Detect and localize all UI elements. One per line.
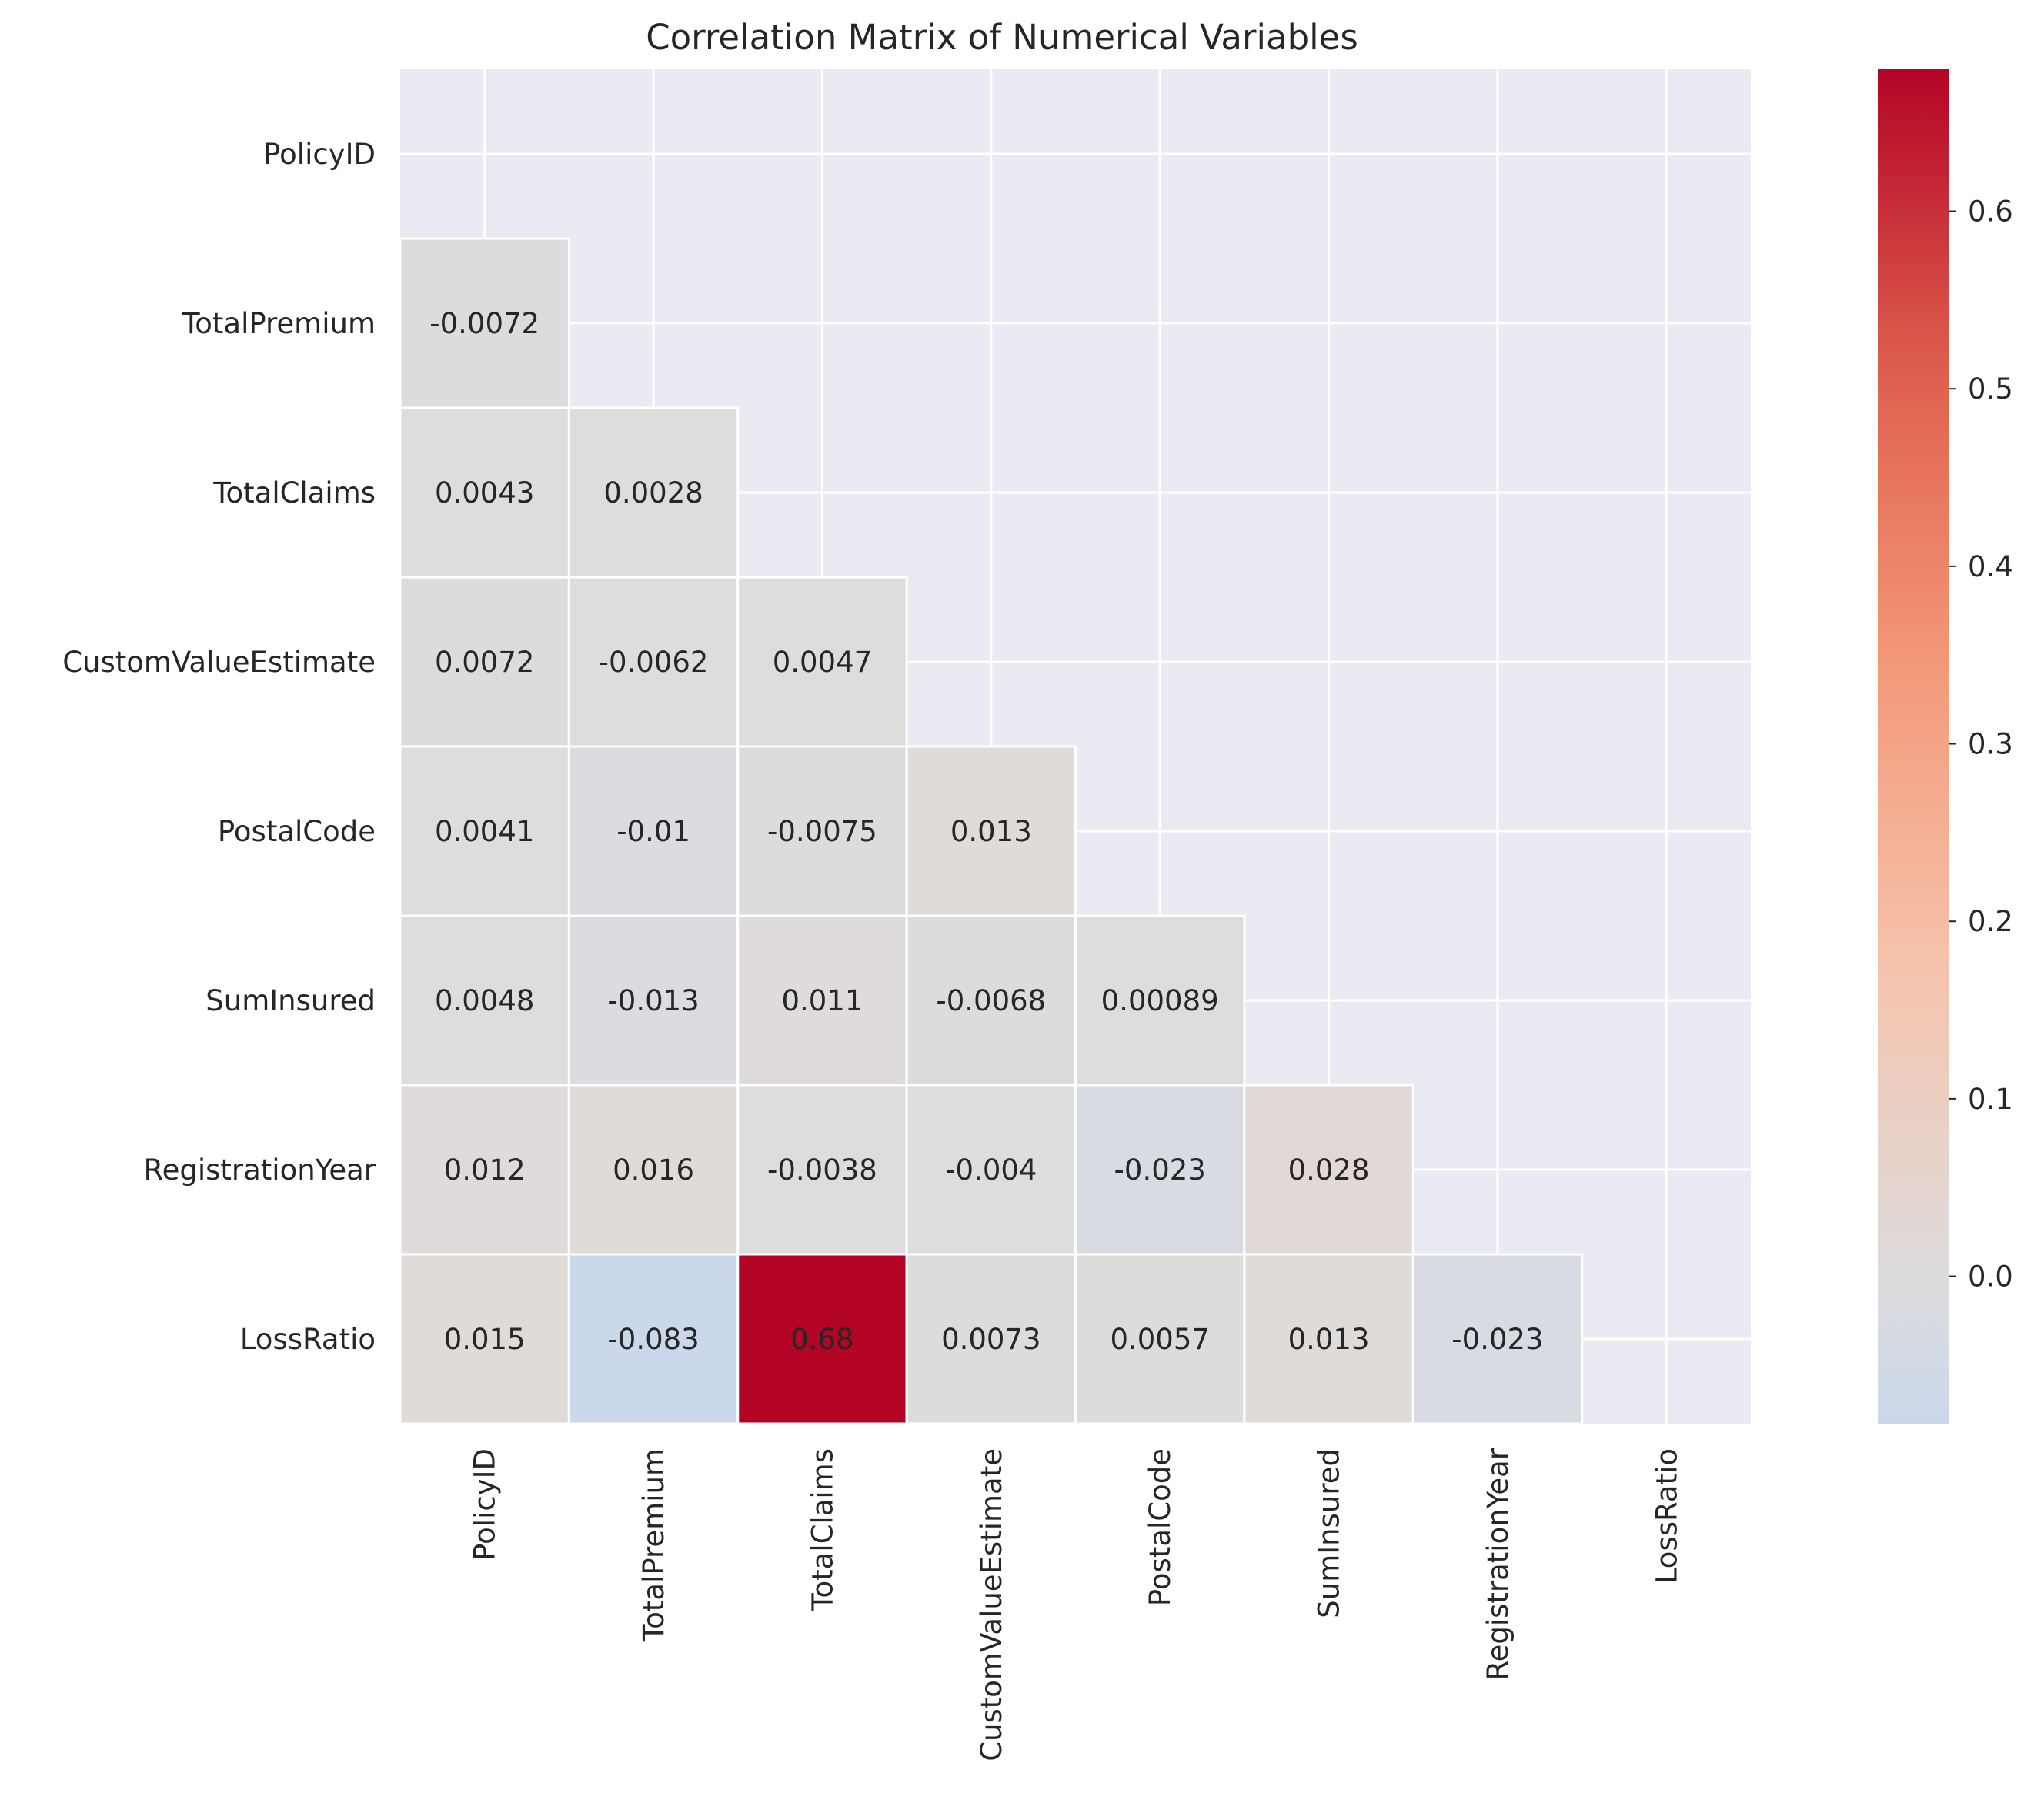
cell-value-label: 0.0047 (773, 646, 872, 679)
heatmap-cell (399, 237, 570, 409)
x-tick-label: LossRatio (1650, 1448, 1683, 1584)
heatmap-cell (1074, 1084, 1246, 1256)
colorbar-tick-label: 0.0 (1968, 1261, 2013, 1294)
cell-value-label: -0.013 (607, 984, 699, 1017)
x-tick-label: SumInsured (1313, 1448, 1346, 1618)
cell-value-label: 0.68 (790, 1323, 853, 1356)
heatmap-cell (736, 914, 908, 1087)
cell-value-label: -0.0068 (936, 984, 1046, 1017)
heatmap-cell (399, 914, 570, 1087)
cell-value-label: -0.023 (1451, 1323, 1543, 1356)
colorbar-tick-label: 0.2 (1968, 905, 2013, 938)
x-tick-label: TotalClaims (806, 1448, 839, 1611)
heatmap-cells: -0.0072 0.0043 0.0028 0.0072 -0.0062 0.0047 0.… (399, 237, 1584, 1425)
cell-value-label: -0.083 (607, 1323, 699, 1356)
y-tick-label: SumInsured (205, 984, 376, 1017)
cell-value-label: 0.0043 (435, 476, 534, 509)
heatmap-cell (567, 576, 740, 748)
colorbar-tick-label: 0.4 (1968, 550, 2013, 583)
cell-value-label: 0.0041 (435, 815, 534, 848)
x-tick-label: CustomValueEstimate (975, 1448, 1008, 1762)
y-tick-label: CustomValueEstimate (62, 646, 376, 679)
heatmap-cell (736, 1253, 908, 1425)
heatmap-cell (1074, 914, 1246, 1087)
cell-value-label: 0.016 (613, 1154, 694, 1187)
cell-value-label: 0.015 (444, 1323, 526, 1356)
cell-value-label: -0.0038 (767, 1154, 877, 1187)
y-tick-label: LossRatio (240, 1323, 376, 1356)
heatmap-cell (905, 745, 1077, 917)
chart-title: Correlation Matrix of Numerical Variable… (646, 17, 1358, 58)
cell-value-label: 0.011 (781, 984, 863, 1017)
cell-value-label: 0.0072 (435, 646, 534, 679)
heatmap-cell (1074, 1253, 1246, 1425)
cell-value-label: 0.00089 (1101, 984, 1219, 1017)
cell-value-label: 0.013 (1288, 1323, 1370, 1356)
x-tick-label: RegistrationYear (1481, 1448, 1515, 1680)
y-tick-label: PostalCode (218, 815, 376, 848)
cell-value-label: 0.0073 (941, 1323, 1040, 1356)
x-axis-tick-labels: PolicyID TotalPremium TotalClaims CustomVal… (469, 1448, 1684, 1762)
heatmap-cell (905, 914, 1077, 1087)
x-tick-label: PostalCode (1144, 1448, 1177, 1606)
heatmap-cell (567, 1253, 740, 1425)
cell-value-label: -0.004 (945, 1154, 1037, 1187)
cell-value-label: -0.01 (616, 815, 690, 848)
cell-value-label: 0.0028 (603, 476, 703, 509)
heatmap-cell (905, 1084, 1077, 1256)
y-axis-tick-labels: PolicyID TotalPremium TotalClaims CustomVal… (62, 138, 376, 1356)
x-tick-label: PolicyID (469, 1448, 502, 1561)
y-tick-label: TotalClaims (212, 476, 376, 509)
heatmap-cell (736, 576, 908, 748)
cell-value-label: 0.012 (444, 1154, 526, 1187)
cell-value-label: 0.0048 (435, 984, 534, 1017)
heatmap-cell (1411, 1253, 1584, 1425)
colorbar-tick-label: 0.6 (1968, 195, 2013, 229)
heatmap-cell (399, 1253, 570, 1425)
cell-value-label: 0.0057 (1110, 1323, 1209, 1356)
heatmap-cell (1243, 1084, 1414, 1256)
cell-value-label: 0.028 (1288, 1154, 1370, 1187)
y-tick-label: RegistrationYear (144, 1154, 376, 1187)
heatmap-cell (736, 745, 908, 917)
colorbar-tick-label: 0.5 (1968, 372, 2013, 406)
cell-value-label: 0.013 (950, 815, 1032, 848)
heatmap-cell (399, 576, 570, 748)
y-tick-label: TotalPremium (182, 307, 376, 340)
y-tick-label: PolicyID (263, 138, 376, 171)
colorbar-tick-label: 0.1 (1968, 1083, 2013, 1116)
heatmap-cell (905, 1253, 1077, 1425)
colorbar-gradient (1878, 69, 1949, 1424)
x-tick-label: TotalPremium (637, 1448, 670, 1642)
heatmap-cell (399, 745, 570, 917)
cell-value-label: -0.0072 (429, 307, 539, 340)
cell-value-label: -0.0075 (767, 815, 877, 848)
cell-value-label: -0.0062 (599, 646, 709, 679)
colorbar-tick-label: 0.3 (1968, 728, 2013, 761)
colorbar: 0.0 0.1 0.2 0.3 0.4 0.5 0.6 (1878, 69, 2013, 1424)
cell-value-label: -0.023 (1114, 1154, 1206, 1187)
